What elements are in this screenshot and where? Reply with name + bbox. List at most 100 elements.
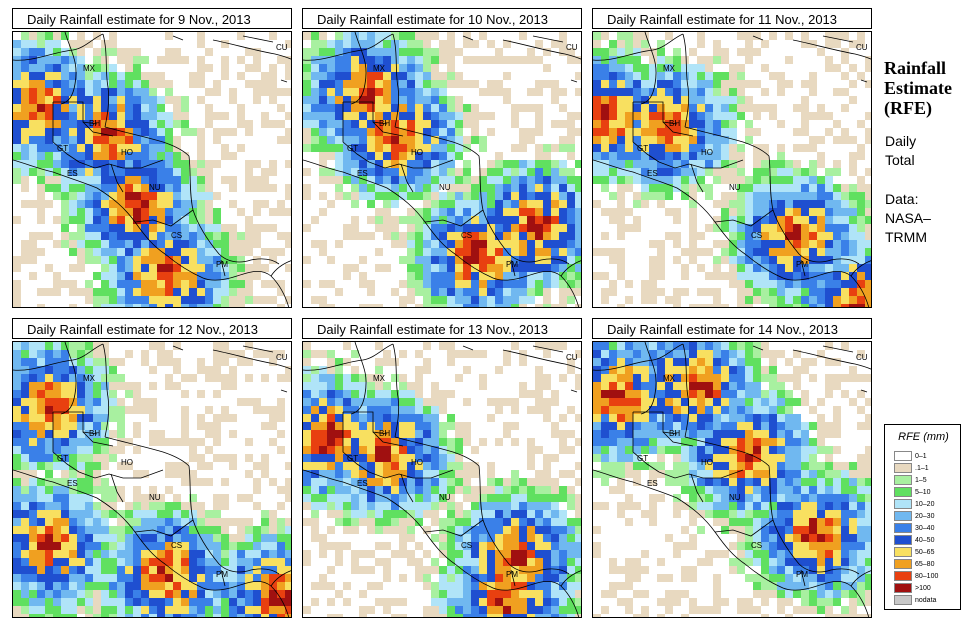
rain-cell [277,566,285,574]
rain-cell [229,264,237,272]
rain-cell [487,510,495,518]
rain-cell [303,454,311,462]
rain-cell [277,200,285,208]
rain-cell [785,200,793,208]
rain-cell [93,272,101,280]
rain-cell [45,510,53,518]
rain-cell [423,104,431,112]
rain-cell [809,288,817,296]
rain-cell [335,72,343,80]
rain-cell [809,88,817,96]
rain-cell [85,438,93,446]
rain-cell [825,272,833,280]
rain-cell [463,272,471,280]
rain-cell [801,232,809,240]
rain-cell [601,144,609,152]
rain-cell [705,184,713,192]
rain-cell [229,272,237,280]
rain-cell [865,240,871,248]
rain-cell [181,56,189,64]
rain-cell [439,120,447,128]
rain-cell [285,526,291,534]
rain-cell [285,264,291,272]
rain-cell [641,176,649,184]
rain-cell [617,40,625,48]
rain-cell [407,104,415,112]
rain-cell [197,438,205,446]
rain-cell [519,582,527,590]
rain-cell [269,32,277,40]
rain-cell [173,574,181,582]
rain-cell [383,510,391,518]
rain-cell [109,614,117,617]
rain-cell [327,502,335,510]
rain-cell [841,136,849,144]
rain-cell [439,390,447,398]
rain-cell [737,48,745,56]
rain-cell [327,48,335,56]
rain-cell [673,208,681,216]
rain-cell [809,192,817,200]
rain-cell [721,160,729,168]
rain-cell [463,526,471,534]
rain-cell [141,136,149,144]
rain-cell [809,144,817,152]
rain-cell [463,56,471,64]
rain-cell [101,430,109,438]
rain-cell [535,152,543,160]
country-label-cs: CS [171,231,183,240]
boundary-line [462,345,474,351]
rain-cell [319,470,327,478]
rain-cell [535,590,543,598]
rain-cell [471,462,479,470]
rain-cell [753,406,761,414]
rain-cell [609,96,617,104]
rain-cell [37,342,45,350]
rain-cell [527,264,535,272]
rain-cell [61,454,69,462]
coastline-borders [13,342,291,617]
rain-cell [37,430,45,438]
rain-cell [503,350,511,358]
rain-cell [511,502,519,510]
rain-cell [285,534,291,542]
rain-cell [785,32,793,40]
rain-cell [617,422,625,430]
rain-cell [817,272,825,280]
rain-cell [149,304,157,307]
rain-cell [689,438,697,446]
rain-cell [133,96,141,104]
rain-cell [575,208,581,216]
rain-cell [721,406,729,414]
rain-cell [479,136,487,144]
rain-cell [519,534,527,542]
rain-cell [157,494,165,502]
rain-cell [205,518,213,526]
rain-cell [641,144,649,152]
rain-cell [101,550,109,558]
rain-cell [857,374,865,382]
rain-cell [261,566,269,574]
rain-cell [415,350,423,358]
rain-cell [69,128,77,136]
rain-cell [423,494,431,502]
rain-cell [777,152,785,160]
rain-cell [495,494,503,502]
rain-cell [93,534,101,542]
rain-cell [593,398,601,406]
rain-cell [149,288,157,296]
rain-cell [311,478,319,486]
rain-cell [817,414,825,422]
rain-cell [101,88,109,96]
rain-cell [745,48,753,56]
rain-cell [45,184,53,192]
rain-cell [657,438,665,446]
rain-cell [367,144,375,152]
rain-cell [415,288,423,296]
rain-cell [69,510,77,518]
rain-cell [29,606,37,614]
rain-cell [13,128,21,136]
rain-cell [495,264,503,272]
rain-cell [351,462,359,470]
rain-cell [375,72,383,80]
